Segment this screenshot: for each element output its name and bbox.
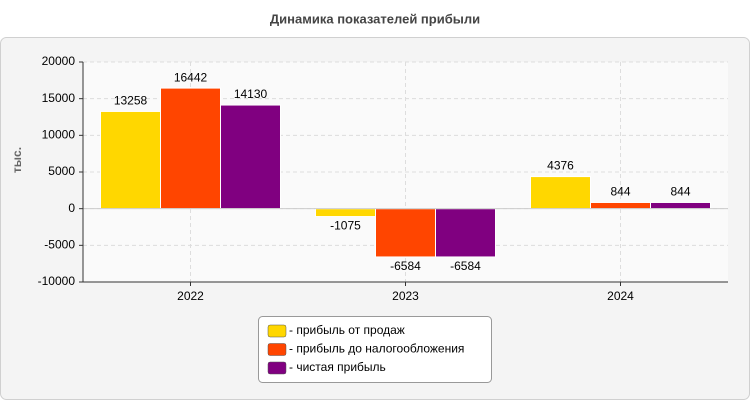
legend-swatch (267, 324, 287, 338)
bar (220, 104, 281, 210)
x-tick-label: 2023 (392, 289, 419, 303)
value-label: 14130 (234, 87, 268, 101)
y-tick-label: -10000 (38, 274, 76, 288)
legend-label: - прибыль от продаж (289, 323, 405, 337)
bar (650, 201, 711, 210)
legend-swatch (267, 361, 287, 375)
bar (315, 208, 376, 218)
y-tick-label: 5000 (48, 164, 75, 178)
value-label: 844 (670, 185, 690, 199)
x-tick-label: 2022 (177, 289, 204, 303)
y-tick-label: 15000 (42, 91, 76, 105)
x-tick-label: 2024 (607, 289, 634, 303)
bar (375, 208, 436, 258)
value-label: -6584 (450, 259, 481, 273)
chart-title: Динамика показателей прибыли (270, 11, 480, 26)
y-axis-label: тыс. (10, 147, 24, 173)
bar (530, 176, 591, 210)
bar (100, 110, 161, 210)
value-label: 13258 (114, 94, 148, 108)
value-label: 4376 (547, 159, 574, 173)
legend-swatch (267, 343, 287, 356)
legend-label: - прибыль до налогообложения (289, 342, 464, 356)
bar (160, 87, 221, 210)
value-label: -1075 (330, 219, 361, 233)
y-tick-label: 20000 (42, 54, 76, 68)
y-tick-label: 10000 (42, 128, 76, 142)
legend-label: - чистая прибыль (289, 360, 386, 374)
y-tick-label: 0 (68, 201, 75, 215)
value-label: 16442 (174, 70, 208, 84)
value-label: 844 (610, 185, 630, 199)
bar (435, 208, 496, 258)
value-label: -6584 (390, 259, 421, 273)
y-tick-label: -5000 (44, 238, 75, 252)
bar (590, 201, 651, 210)
legend (258, 316, 492, 383)
